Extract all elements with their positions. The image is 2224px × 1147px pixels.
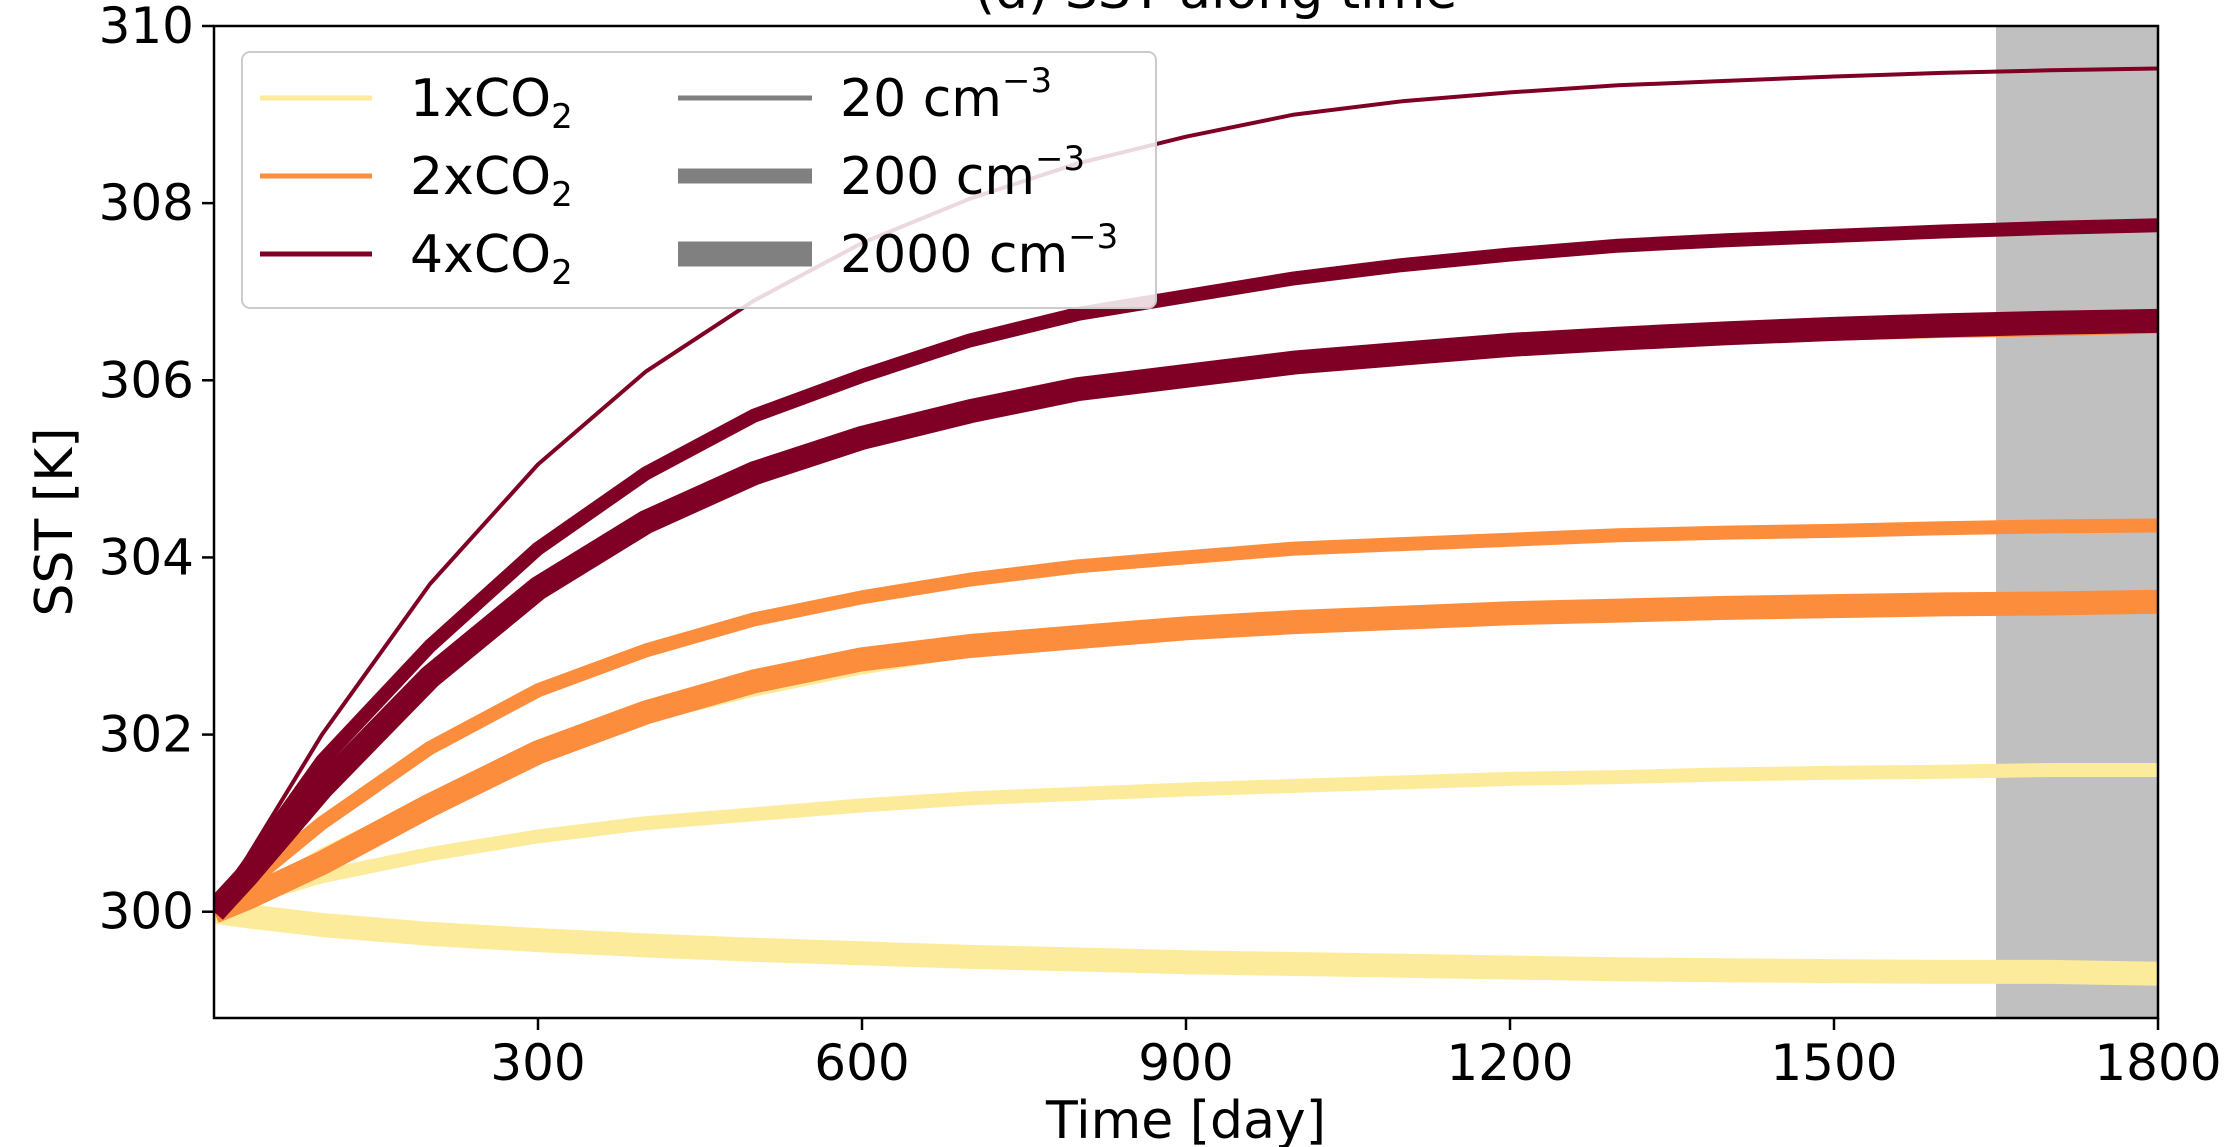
x-tick-label: 300 <box>490 1034 585 1092</box>
series-group <box>214 66 2158 986</box>
legend-label-co2: 1xCO2 <box>410 69 573 137</box>
legend-subscript: 2 <box>551 97 573 137</box>
series-line-2xco2-2000cm3 <box>214 589 2158 923</box>
x-tick-label: 1200 <box>1446 1034 1573 1092</box>
legend-label-ccn: 20 cm−3 <box>840 61 1052 129</box>
chart-title: (d) SST along time <box>975 0 1458 21</box>
series-line-1xco2-200cm3 <box>214 763 2158 919</box>
y-tick-label: 306 <box>99 351 194 409</box>
series-line-1xco2-2000cm3 <box>214 899 2158 986</box>
x-axis-label: Time [day] <box>1045 1091 1326 1147</box>
y-tick-label: 308 <box>99 174 194 232</box>
legend-subscript: 2 <box>551 175 573 215</box>
x-tick-label: 1500 <box>1770 1034 1897 1092</box>
legend-superscript: −3 <box>1068 217 1118 257</box>
legend-subscript: 2 <box>551 253 573 293</box>
y-axis-label: SST [K] <box>25 428 85 617</box>
x-tick-label: 1800 <box>2094 1034 2221 1092</box>
series-line-2xco2-200cm3 <box>214 518 2158 918</box>
y-tick-label: 310 <box>99 0 194 55</box>
x-tick-label: 900 <box>1138 1034 1233 1092</box>
y-tick-label: 300 <box>99 883 194 941</box>
legend-superscript: −3 <box>1035 139 1085 179</box>
y-tick-label: 304 <box>99 528 194 586</box>
y-tick-label: 302 <box>99 706 194 764</box>
legend-label-co2: 4xCO2 <box>410 225 573 293</box>
x-tick-label: 600 <box>814 1034 909 1092</box>
legend-superscript: −3 <box>1002 61 1052 101</box>
series-line-4xco2-2000cm3 <box>214 308 2158 920</box>
legend-label-co2: 2xCO2 <box>410 147 573 215</box>
